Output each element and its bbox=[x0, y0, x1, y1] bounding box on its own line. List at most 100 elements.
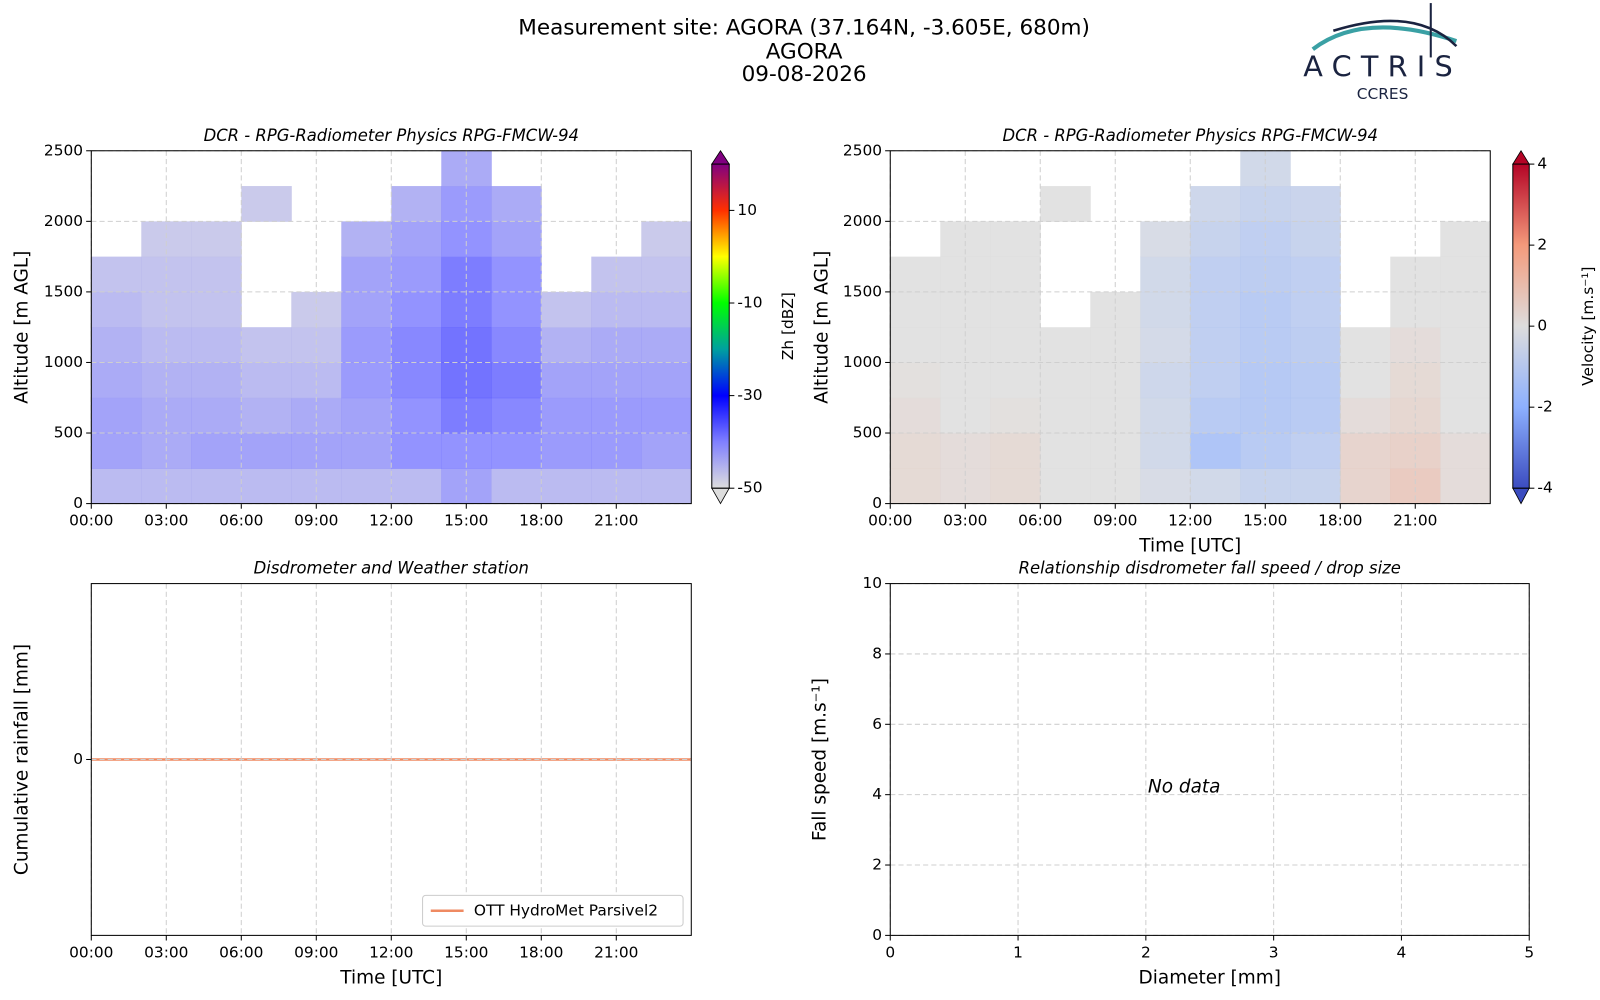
heatmap-cell bbox=[1040, 433, 1091, 469]
heatmap-cell bbox=[541, 291, 592, 328]
heatmap-cell bbox=[1290, 397, 1341, 434]
heatmap-cell bbox=[1440, 256, 1491, 293]
x-axis-label: Time [UTC] bbox=[1138, 536, 1241, 557]
y-tick-label: 1500 bbox=[44, 282, 83, 300]
annotation: No data bbox=[1148, 777, 1221, 798]
axes-frame bbox=[889, 583, 1530, 936]
heatmap-cell bbox=[241, 397, 292, 434]
heatmap-cell bbox=[391, 397, 442, 434]
heatmap-cell bbox=[1140, 256, 1191, 293]
x-tick-label: 09:00 bbox=[1093, 512, 1137, 530]
heatmap-cell bbox=[191, 256, 242, 293]
heatmap-cell bbox=[1190, 186, 1241, 222]
heatmap-cell bbox=[890, 433, 941, 469]
x-tick-label: 21:00 bbox=[1393, 512, 1437, 530]
colorbar-label: Zh [dBZ] bbox=[779, 292, 797, 360]
x-tick-label: 15:00 bbox=[1243, 512, 1287, 530]
heatmap-cell bbox=[191, 221, 242, 258]
x-tick-label: 09:00 bbox=[294, 512, 338, 530]
heatmap-cell bbox=[541, 327, 592, 363]
x-tick-label: 12:00 bbox=[369, 943, 413, 961]
heatmap-cell bbox=[1440, 221, 1491, 258]
heatmap-cell bbox=[1140, 327, 1191, 363]
heatmap-cell bbox=[1290, 433, 1341, 469]
heatmap-cell bbox=[491, 397, 542, 434]
x-tick-label: 18:00 bbox=[519, 943, 563, 961]
heatmap-cell bbox=[1290, 362, 1341, 399]
heatmap-cell bbox=[1340, 327, 1391, 363]
heatmap-cell bbox=[541, 433, 592, 469]
heatmap-cell bbox=[990, 291, 1041, 328]
x-tick-label: 06:00 bbox=[219, 512, 263, 530]
heatmap-cell bbox=[641, 397, 692, 434]
colorbar-tick-label: 0 bbox=[1537, 317, 1547, 335]
heatmap-cell bbox=[241, 362, 292, 399]
x-tick-label: 4 bbox=[1397, 943, 1407, 961]
colorbar bbox=[711, 164, 730, 489]
heatmap-cell bbox=[1290, 256, 1341, 293]
heatmap-cell bbox=[1190, 362, 1241, 399]
heatmap-cell bbox=[341, 221, 392, 258]
colorbar-frame bbox=[711, 163, 730, 489]
heatmap-cell bbox=[541, 362, 592, 399]
heatmap-cell bbox=[241, 468, 292, 504]
heatmap-cell bbox=[641, 433, 692, 469]
y-tick-label: 1000 bbox=[843, 353, 882, 371]
x-tick-label: 00:00 bbox=[69, 512, 113, 530]
axes-title: Disdrometer and Weather station bbox=[254, 559, 529, 578]
x-tick-label: 18:00 bbox=[519, 512, 563, 530]
colorbar-tick-label: -2 bbox=[1537, 398, 1552, 416]
x-axis-label: Time [UTC] bbox=[339, 967, 442, 988]
heatmap-cell bbox=[641, 362, 692, 399]
heatmap-cell bbox=[91, 397, 142, 434]
heatmap-cell bbox=[1290, 291, 1341, 328]
y-tick-label: 2000 bbox=[843, 212, 882, 230]
y-tick-label: 1500 bbox=[843, 282, 882, 300]
heatmap-cell bbox=[990, 256, 1041, 293]
heatmap-cell bbox=[1040, 362, 1091, 399]
x-tick-label: 09:00 bbox=[294, 943, 338, 961]
heatmap-cell bbox=[1290, 221, 1341, 258]
heatmap-cell bbox=[491, 186, 542, 222]
colorbar-tick-label: -10 bbox=[737, 294, 762, 312]
x-tick-label: 03:00 bbox=[144, 943, 188, 961]
x-tick-label: 03:00 bbox=[943, 512, 987, 530]
colorbar-extend bbox=[1512, 487, 1530, 505]
x-tick-label: 06:00 bbox=[1018, 512, 1062, 530]
colorbar-extend bbox=[711, 487, 730, 505]
heatmap-cell bbox=[391, 362, 442, 399]
heatmap-cell bbox=[1440, 327, 1491, 363]
x-axis-label: Diameter [mm] bbox=[1139, 967, 1281, 988]
y-tick-label: 6 bbox=[872, 715, 882, 733]
heatmap-cell bbox=[491, 433, 542, 469]
x-tick-label: 00:00 bbox=[868, 512, 912, 530]
logo-subtitle: CCRES bbox=[1357, 85, 1409, 103]
x-tick-label: 2 bbox=[1141, 943, 1151, 961]
heatmap-cell bbox=[1040, 397, 1091, 434]
colorbar-tick-label: 10 bbox=[737, 201, 757, 219]
heatmap-cell bbox=[541, 397, 592, 434]
heatmap-cell bbox=[1140, 362, 1191, 399]
heatmap-cell bbox=[1290, 186, 1341, 222]
x-tick-label: 21:00 bbox=[594, 943, 638, 961]
axes-frame bbox=[90, 583, 692, 936]
heatmap-cell bbox=[491, 468, 542, 504]
heatmap-cell bbox=[341, 327, 392, 363]
heatmap-cell bbox=[91, 291, 142, 328]
y-tick-label: 500 bbox=[54, 424, 83, 442]
heatmap-cell bbox=[641, 221, 692, 258]
heatmap-cell bbox=[1140, 433, 1191, 469]
heatmap-cell bbox=[91, 362, 142, 399]
heatmap-cell bbox=[341, 291, 392, 328]
heatmap-cell bbox=[391, 186, 442, 222]
heatmap-cell bbox=[1040, 327, 1091, 363]
axes-title: DCR - RPG-Radiometer Physics RPG-FMCW-94 bbox=[204, 126, 579, 145]
logo-arc bbox=[1311, 25, 1458, 51]
y-axis-label: Altitude [m AGL] bbox=[12, 251, 33, 404]
heatmap-cell bbox=[990, 433, 1041, 469]
y-tick-label: 2500 bbox=[44, 141, 83, 159]
heatmap-cell bbox=[491, 221, 542, 258]
heatmap-cell bbox=[1340, 468, 1391, 504]
